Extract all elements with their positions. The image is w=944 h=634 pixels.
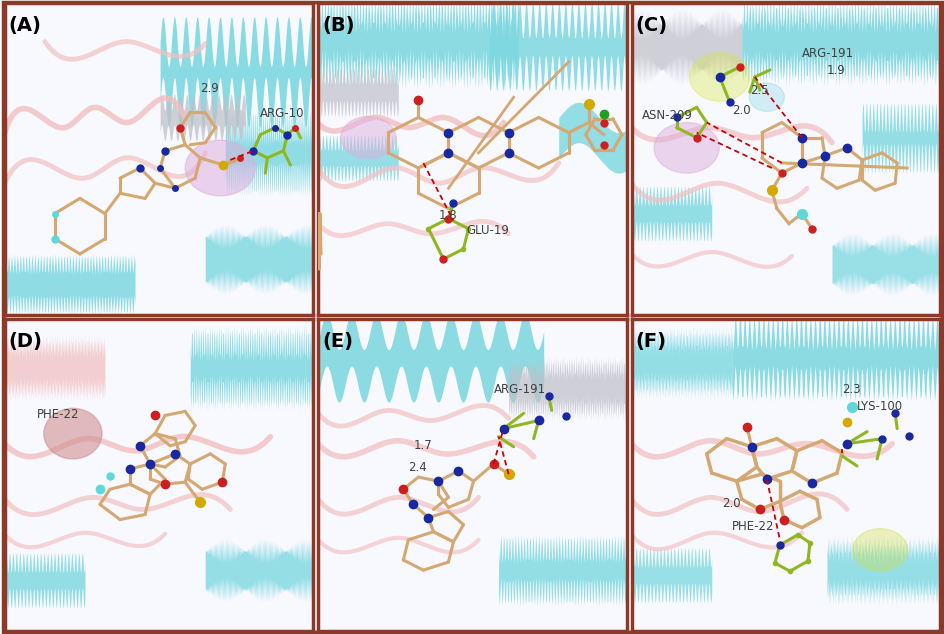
Text: (F): (F) <box>635 332 666 351</box>
Text: ARG-191: ARG-191 <box>801 47 853 60</box>
Ellipse shape <box>749 83 784 112</box>
Text: (A): (A) <box>8 16 42 36</box>
Text: 2.5: 2.5 <box>749 84 767 97</box>
Text: 2.0: 2.0 <box>731 105 750 117</box>
Text: 2.4: 2.4 <box>408 461 427 474</box>
Text: (C): (C) <box>635 16 667 36</box>
Text: 1.8: 1.8 <box>439 209 457 222</box>
Ellipse shape <box>43 408 102 459</box>
Ellipse shape <box>341 117 396 159</box>
Text: PHE-22: PHE-22 <box>731 520 773 533</box>
Text: (E): (E) <box>322 332 353 351</box>
Text: 2.9: 2.9 <box>200 82 219 95</box>
Ellipse shape <box>653 122 718 173</box>
Ellipse shape <box>851 529 907 571</box>
Text: LYS-100: LYS-100 <box>856 400 902 413</box>
Text: PHE-22: PHE-22 <box>37 408 79 422</box>
Text: ARG-10: ARG-10 <box>261 107 305 120</box>
Text: 1.9: 1.9 <box>826 64 845 77</box>
Text: 2.3: 2.3 <box>841 383 860 396</box>
Text: 1.7: 1.7 <box>413 439 431 452</box>
Ellipse shape <box>185 140 255 196</box>
Ellipse shape <box>689 53 749 101</box>
Text: GLU-19: GLU-19 <box>466 224 509 236</box>
Text: (B): (B) <box>322 16 354 36</box>
Text: ARG-191: ARG-191 <box>493 383 545 396</box>
Text: (D): (D) <box>8 332 42 351</box>
Text: 2.0: 2.0 <box>721 498 739 510</box>
Text: ASN-209: ASN-209 <box>641 110 692 122</box>
